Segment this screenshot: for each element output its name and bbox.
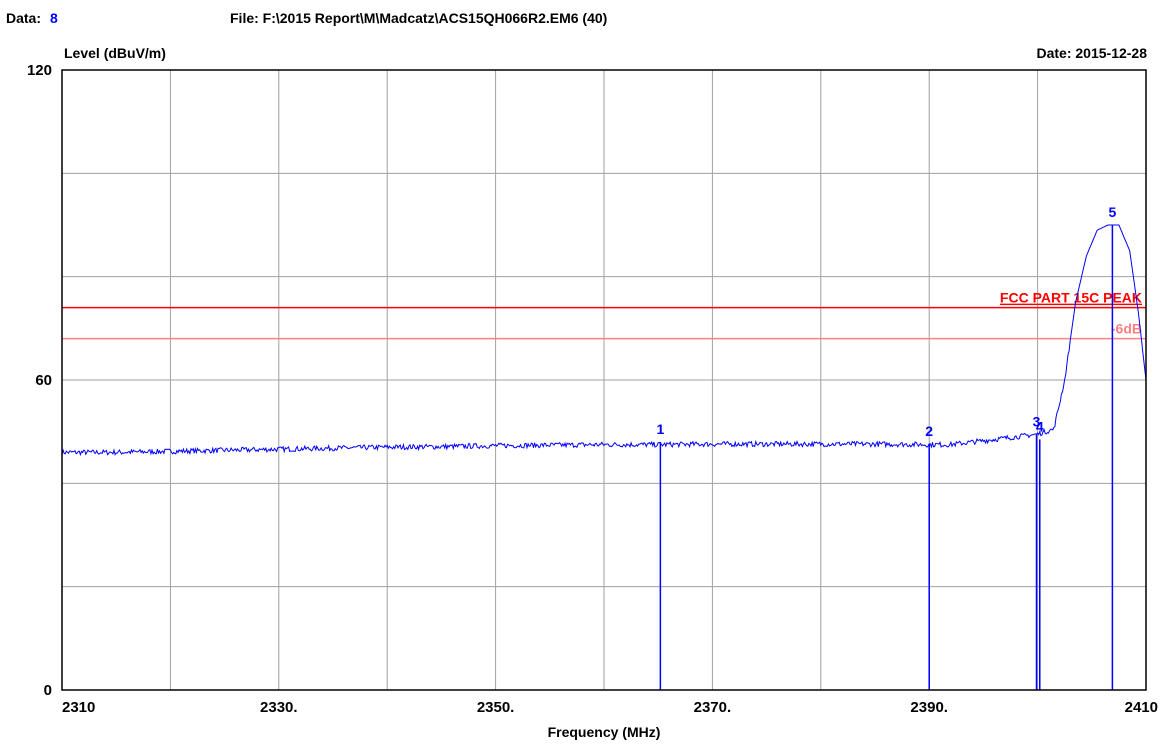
series-trace	[61, 224, 1147, 457]
y-tick-label: 60	[35, 372, 52, 389]
x-tick-label: 2310	[62, 699, 95, 716]
x-tick-label: 2390.	[910, 699, 948, 716]
marker-label: 2	[925, 423, 933, 439]
date-label: Date: 2015-12-28	[1036, 45, 1147, 61]
plot-frame	[61, 69, 1147, 691]
data-value: 8	[50, 10, 58, 26]
x-tick-label: 2410	[1125, 699, 1158, 716]
x-axis-label: Frequency (MHz)	[548, 724, 661, 740]
x-tick-label: 2350.	[477, 699, 515, 716]
limit-label: -6dB	[1111, 321, 1142, 337]
marker-label: 5	[1108, 204, 1116, 220]
marker-label: 4	[1036, 418, 1044, 434]
marker-label: 3	[1033, 413, 1041, 429]
grid	[62, 70, 1146, 690]
limit-label: FCC PART 15C PEAK	[1000, 290, 1142, 306]
x-tick-labels: 2310 2330. 2350. 2370. 2390. 2410	[62, 699, 1158, 716]
y-tick-labels: 0 60 120	[27, 62, 52, 699]
y-tick-label: 120	[27, 62, 52, 79]
x-tick-label: 2370.	[694, 699, 732, 716]
x-tick-label: 2330.	[260, 699, 298, 716]
y-tick-label: 0	[44, 682, 52, 699]
marker-lines: 1 2 34 5	[656, 204, 1116, 690]
data-label: Data:	[6, 10, 41, 26]
y-axis-label: Level (dBuV/m)	[64, 45, 166, 61]
marker-label: 1	[656, 421, 664, 437]
limit-lines: FCC PART 15C PEAK -6dB	[62, 290, 1146, 340]
file-path: File: F:\2015 Report\M\Madcatz\ACS15QH06…	[230, 10, 607, 26]
